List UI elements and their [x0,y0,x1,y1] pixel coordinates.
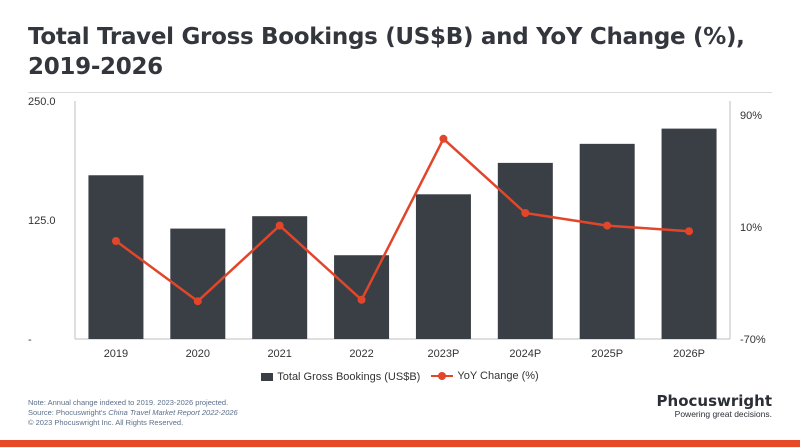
note-line: Note: Annual change indexed to 2019. 202… [28,398,229,407]
combo-chart: - 125.0 250.0 -70% 10% 90% 2019 2020 2021 2022 202… [28,96,766,360]
bar [88,175,144,339]
bar [497,162,553,339]
yoy-point [357,295,366,304]
y-right-tick-label: -70% [740,334,766,346]
bar [579,143,635,339]
footer-accent-bar [0,441,800,447]
yoy-point [193,297,202,306]
yoy-point [521,209,530,217]
legend-line-label: YoY Change (%) [457,370,539,382]
footer-rule [0,440,800,441]
brand-logo: Phocuswright Powering great decisions. [657,392,772,419]
y-left-tick-label: - [28,334,32,346]
yoy-point [685,227,694,236]
legend-line-swatch [431,371,454,381]
y-left-tick-label: 125.0 [28,215,56,227]
bar [252,216,308,339]
yoy-point [603,221,612,230]
legend-bar-label: Total Gross Bookings (US$B) [277,371,421,383]
chart-title-line2: 2019-2026 [28,54,163,80]
legend-bar-swatch [261,373,274,381]
brand-name: Phocuswright [656,392,772,410]
x-tick-label: 2026P [673,348,705,360]
yoy-point [275,221,284,230]
legend-item-bookings: Total Gross Bookings (US$B) [261,371,420,383]
yoy-point [111,237,120,245]
copyright-line: © 2023 Phocuswright Inc. All Rights Rese… [28,418,184,427]
x-tick-label: 2019 [104,348,128,360]
chart-legend: Total Gross Bookings (US$B) YoY Change (… [0,370,800,384]
x-tick-label: 2024P [509,348,541,360]
bar [415,194,471,339]
y-right-tick-label: 10% [740,222,762,234]
chart-title-line1: Total Travel Gross Bookings (US$B) and Y… [28,24,745,50]
x-tick-label: 2025P [591,348,623,360]
chart-title: Total Travel Gross Bookings (US$B) and Y… [28,22,768,82]
legend-item-yoy: YoY Change (%) [431,370,539,382]
yoy-point [439,134,448,143]
footnotes: Note: Annual change indexed to 2019. 202… [28,398,238,428]
x-tick-label: 2023P [428,348,460,360]
x-tick-label: 2022 [349,348,373,360]
x-tick-label: 2020 [186,348,210,360]
yoy-line [115,137,690,303]
y-left-tick-label: 250.0 [28,96,56,108]
y-right-tick-label: 90% [740,110,762,122]
title-divider [28,92,772,93]
source-line: Source: Phocuswright's China Travel Mark… [28,408,238,417]
x-tick-label: 2021 [267,348,291,360]
brand-tagline: Powering great decisions. [674,409,772,419]
